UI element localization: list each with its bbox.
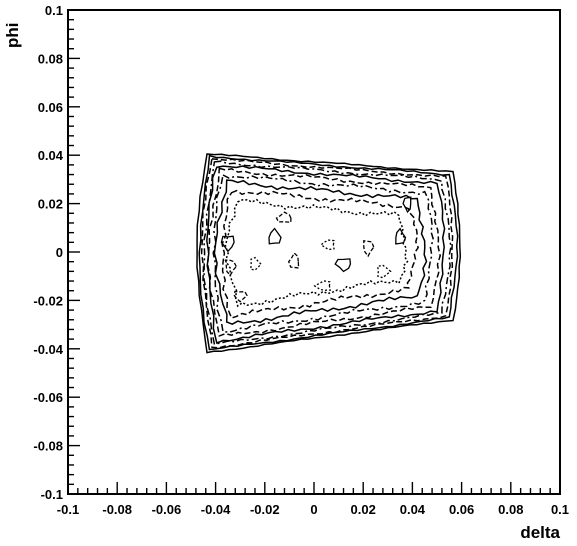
contour-level-3 (200, 158, 454, 349)
contour-island (319, 239, 335, 251)
axis-ticks (67, 9, 561, 495)
contour-level-10 (224, 198, 409, 308)
contour-island (395, 227, 407, 245)
contour-lines (196, 153, 462, 354)
y-tick-label: -0.06 (33, 390, 63, 405)
contour-level-5 (206, 165, 446, 345)
plot-frame (67, 9, 561, 495)
y-tick-label: -0.02 (33, 293, 63, 308)
y-tick-label: -0.1 (41, 487, 63, 502)
x-tick-label: 0.08 (498, 502, 523, 517)
x-tick-label: -0.04 (201, 502, 231, 517)
contour-island (402, 196, 412, 214)
y-tick-label: 0 (56, 245, 63, 260)
contour-island (220, 235, 235, 253)
y-tick-label: 0.06 (38, 100, 63, 115)
contour-island (275, 211, 292, 223)
contour-island (250, 256, 262, 271)
x-axis-title: delta (520, 523, 560, 542)
y-axis-title: phi (3, 23, 22, 49)
y-tick-label: 0.08 (38, 51, 63, 66)
contour-island (225, 259, 238, 277)
contour-level-1 (196, 153, 462, 354)
contour-island (268, 227, 282, 245)
contour-island (363, 240, 375, 258)
x-tick-label: -0.1 (57, 502, 79, 517)
contour-island (376, 264, 392, 279)
x-tick-label: 0.1 (551, 502, 569, 517)
tick-labels: -0.1 -0.08 -0.06 -0.04 -0.02 0 0.02 0.04 0.06 0.0… (33, 3, 569, 517)
x-tick-label: 0.06 (449, 502, 474, 517)
y-tick-label: -0.08 (33, 439, 63, 454)
x-tick-label: -0.08 (102, 502, 132, 517)
y-tick-label: -0.04 (33, 342, 63, 357)
contour-level-6 (206, 167, 441, 337)
x-tick-label: -0.06 (152, 502, 182, 517)
x-tick-label: -0.02 (250, 502, 280, 517)
contour-level-2 (198, 154, 459, 351)
contour-island (313, 280, 332, 291)
contour-island (287, 252, 300, 269)
x-tick-label: 0 (310, 502, 317, 517)
contour-level-7 (212, 173, 435, 333)
y-tick-label: 0.1 (45, 3, 63, 18)
x-tick-label: 0.04 (400, 502, 426, 517)
plot-axes (67, 9, 561, 495)
y-tick-label: 0.02 (38, 197, 63, 212)
contour-island (334, 258, 352, 273)
y-tick-label: 0.04 (38, 148, 64, 163)
contour-island (233, 290, 248, 303)
contour-level-8 (213, 179, 428, 326)
contour-level-4 (203, 160, 452, 345)
contour-level-9 (221, 189, 420, 319)
x-tick-label: 0.02 (351, 502, 376, 517)
